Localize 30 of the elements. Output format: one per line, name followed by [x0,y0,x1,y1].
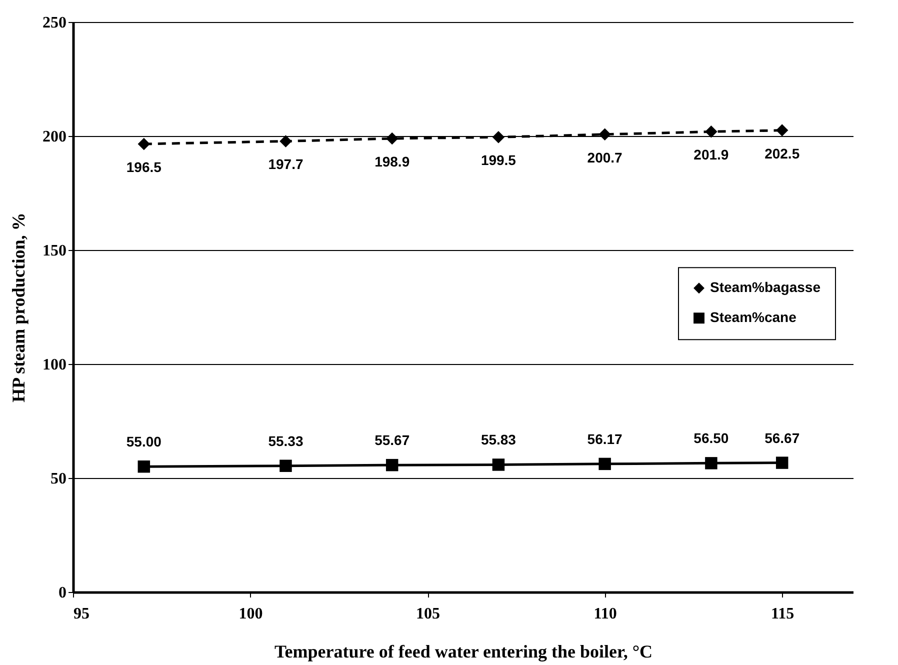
data-label: 56.17 [587,430,623,447]
y-axis-title: HP steam production, % [8,212,28,402]
y-tick-label: 0 [58,584,66,602]
x-tick-label: 95 [74,606,90,622]
data-label: 200.7 [587,149,623,166]
data-label: 196.5 [126,158,162,175]
legend-label: Steam%bagasse [710,279,821,296]
x-tick-label: 115 [771,606,794,622]
data-label: 197.7 [268,156,304,172]
data-label: 198.9 [374,154,410,170]
x-tick-label: 110 [594,606,617,622]
data-label: 201.9 [694,146,729,163]
data-label: 56.50 [694,430,729,446]
data-label: 55.00 [126,434,162,450]
x-tick-label: 100 [238,606,263,622]
y-tick-label: 50 [50,470,66,488]
y-tick-label: 100 [42,356,66,374]
y-tick-label: 150 [42,242,66,260]
data-label: 202.5 [764,145,800,162]
x-axis-title: Temperature of feed water entering the boiler, °C [274,642,653,662]
point [776,456,788,469]
legend-label: Steam%cane [710,309,797,326]
data-label: 199.5 [480,152,516,168]
y-tick-label: 200 [42,128,66,146]
data-label: 55.83 [480,432,516,448]
x-tick-label: 105 [416,606,440,622]
y-tick-label: 250 [42,14,66,32]
data-label: 56.67 [764,430,800,446]
data-label: 55.33 [268,432,304,449]
data-label: 55.67 [374,432,410,448]
